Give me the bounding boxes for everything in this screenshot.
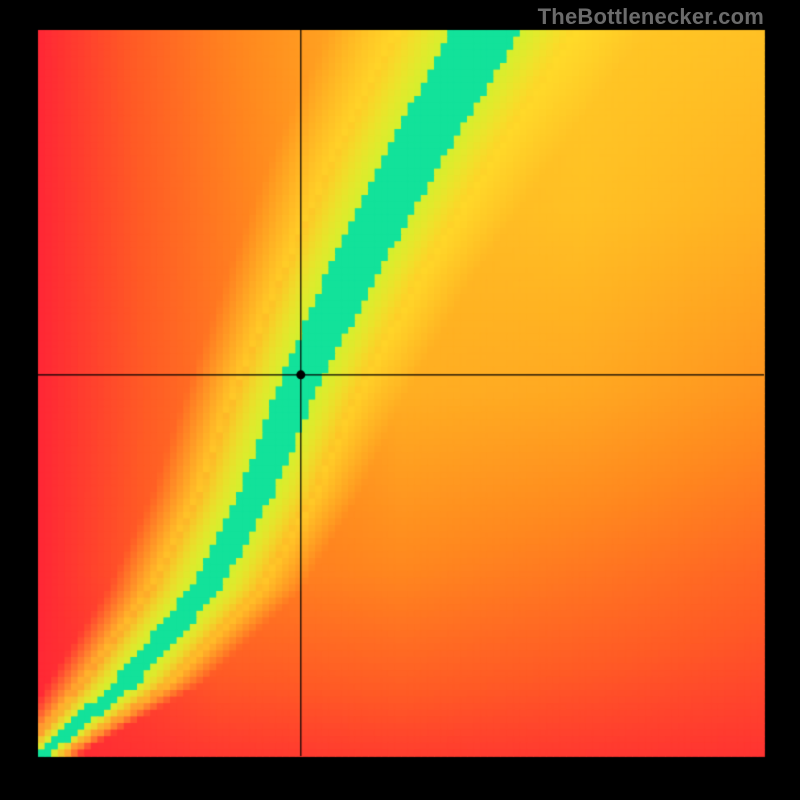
bottleneck-heatmap xyxy=(0,0,800,800)
watermark-text: TheBottlenecker.com xyxy=(538,4,764,30)
chart-container: { "chart": { "type": "heatmap", "canvas_… xyxy=(0,0,800,800)
